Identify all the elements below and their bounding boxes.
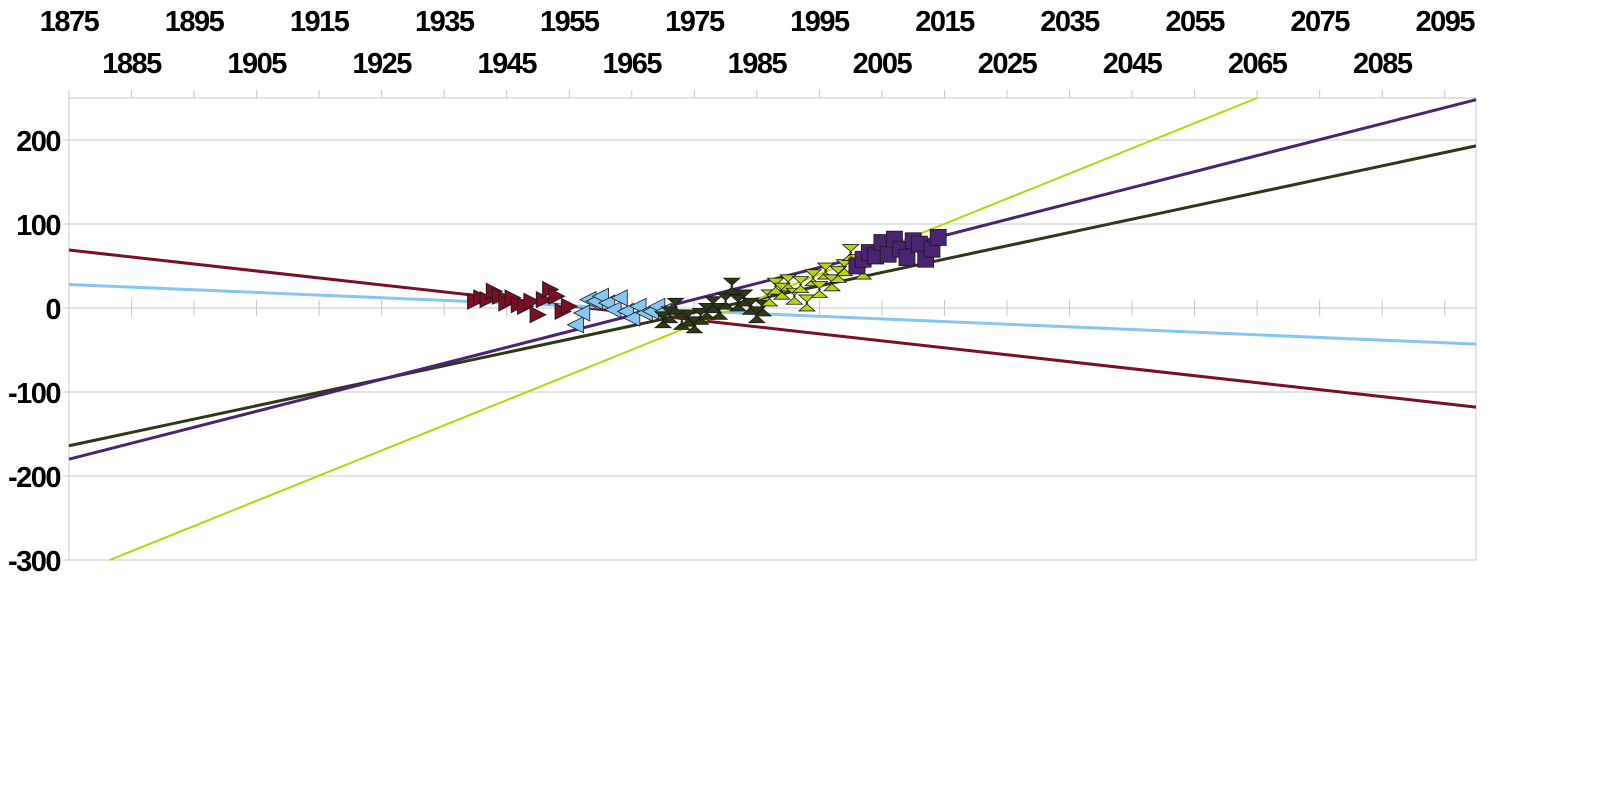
- x-tick-label-2015: 2015: [915, 6, 975, 38]
- y-tick-label--200: -200: [8, 462, 60, 494]
- series-1950s-60s-point-0: [566, 316, 584, 334]
- series-1970s-80s-trendline: [68, 144, 1477, 448]
- x-tick-label-2045: 2045: [1103, 48, 1163, 80]
- gridlines: [69, 139, 1476, 561]
- x-tick-label-2005: 2005: [853, 48, 913, 80]
- series-2000s-point-8: [898, 249, 916, 266]
- x-tick-label-1935: 1935: [415, 6, 475, 38]
- y-tick-label-100: 100: [16, 210, 60, 242]
- series-1940s-point-13: [548, 287, 566, 305]
- series-1950s-60s-point-9: [622, 309, 641, 327]
- y-axis-labels: 200 100 0 -100 -200 -300: [8, 126, 62, 578]
- data-markers: [467, 229, 947, 334]
- series-2000s-point-13: [929, 229, 947, 246]
- y-tick-label-200: 200: [16, 126, 60, 158]
- x-tick-label-1915: 1915: [290, 6, 350, 38]
- x-tick-label-1975: 1975: [665, 6, 725, 38]
- x-tick-label-1965: 1965: [603, 48, 663, 80]
- x-tick-label-2065: 2065: [1228, 48, 1288, 80]
- series-1980s-90s-point-2: [772, 282, 791, 300]
- x-tick-label-2095: 2095: [1415, 6, 1475, 38]
- x-tick-label-1885: 1885: [102, 48, 162, 80]
- series-1950s-60s-point-1: [572, 304, 591, 322]
- x-tick-label-1905: 1905: [227, 48, 287, 80]
- x-tick-label-1875: 1875: [40, 6, 100, 38]
- series-1940s-point-9: [523, 292, 541, 310]
- x-tick-label-1985: 1985: [728, 48, 788, 80]
- x-axis-labels: 1875 1895 1915 1935 1955 1975 1995 2015 2035 2055…: [40, 6, 1477, 80]
- x-tick-label-2025: 2025: [978, 48, 1038, 80]
- y-tick-label--100: -100: [8, 378, 60, 410]
- series-1980s-90s-point-8: [810, 281, 829, 298]
- x-tick-label-2085: 2085: [1353, 48, 1413, 80]
- series-1940s-trendline: [68, 248, 1477, 409]
- x-tick-label-1995: 1995: [790, 6, 850, 38]
- x-tick-label-2075: 2075: [1290, 6, 1350, 38]
- series-1980s-90s-point-5: [791, 276, 810, 293]
- series-1950s-60s-point-7: [610, 289, 628, 307]
- x-tick-label-2055: 2055: [1165, 6, 1225, 38]
- x-tick-label-1925: 1925: [352, 48, 412, 80]
- y-tick-label--300: -300: [8, 546, 60, 578]
- x-tick-label-2035: 2035: [1040, 6, 1100, 38]
- x-tick-label-1895: 1895: [165, 6, 225, 38]
- x-tick-label-1945: 1945: [477, 48, 537, 80]
- series-1950s-60s-trendline: [68, 282, 1477, 346]
- x-tick-label-1955: 1955: [540, 6, 600, 38]
- y-tick-label-0: 0: [45, 294, 60, 326]
- plot-frame: [63, 90, 1477, 561]
- series-1970s-80s-point-11: [722, 277, 741, 295]
- series-1940s-point-15: [560, 297, 579, 315]
- series-1940s-point-10: [529, 306, 547, 324]
